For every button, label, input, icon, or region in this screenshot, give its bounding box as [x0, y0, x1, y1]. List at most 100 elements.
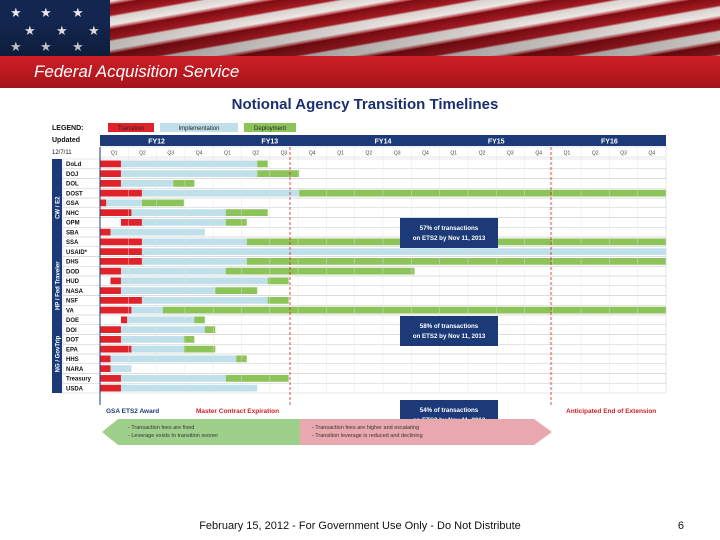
timeline-segment — [127, 316, 195, 324]
agency-label: Treasury — [66, 377, 92, 383]
timeline-segment — [100, 355, 111, 363]
expiration-label: Master Contract Expiration — [196, 408, 279, 415]
star-icon: ★ — [72, 40, 84, 53]
anticipated-end-label: Anticipated End of Extension — [566, 408, 656, 415]
callout-line1: 58% of transactions — [420, 323, 479, 330]
updated-label: Updated — [52, 137, 80, 144]
timeline-segment — [141, 258, 247, 265]
star-icon: ★ — [56, 24, 68, 37]
timeline-segment — [141, 238, 247, 246]
legend-swatch — [108, 123, 154, 132]
timeline-segment — [100, 326, 121, 333]
quarter-label: Q2 — [252, 151, 259, 157]
group-band — [52, 159, 62, 257]
timeline-segment — [141, 199, 184, 207]
timeline-segment — [257, 160, 268, 168]
timeline-segment — [100, 180, 121, 187]
timeline-segment — [120, 316, 128, 324]
agency-label: DoLd — [66, 162, 82, 168]
agency-label: USDA — [66, 386, 84, 392]
timeline-segment — [131, 345, 184, 353]
quarter-label: Q4 — [535, 151, 542, 157]
star-icon: ★ — [10, 40, 22, 53]
timeline-segment — [120, 267, 226, 275]
timeline-segment — [141, 219, 226, 226]
agency-label: NSF — [66, 299, 78, 305]
timeline-segment — [110, 365, 132, 372]
star-icon: ★ — [40, 6, 52, 19]
timeline-segment — [225, 219, 247, 226]
timeline-segment — [162, 306, 666, 314]
timeline-segment — [100, 248, 142, 255]
agency-label: DOJ — [66, 172, 78, 178]
timeline-segment — [100, 209, 132, 216]
agency-label: DHS — [66, 260, 79, 266]
group-label: NG / GovTrip — [56, 335, 62, 372]
agency-label: DOL — [66, 182, 79, 188]
timeline-segment — [100, 199, 107, 207]
timeline-segment — [173, 180, 195, 187]
group-label: HP / Fed Traveler — [56, 261, 62, 310]
updated-date: 12/7/11 — [52, 150, 72, 156]
timeline-segment — [100, 287, 121, 294]
slide-title: Notional Agency Transition Timelines — [231, 96, 499, 113]
fiscal-year-label: FY15 — [488, 139, 505, 146]
quarter-label: Q3 — [507, 151, 514, 157]
star-icon: ★ — [40, 40, 52, 53]
agency-label: DOST — [66, 191, 83, 197]
timeline-segment — [267, 277, 289, 285]
agency-label: DOI — [66, 328, 77, 334]
timeline-segment — [100, 267, 121, 275]
quarter-label: Q2 — [366, 151, 373, 157]
agency-label: USAID* — [66, 250, 88, 256]
timeline-segment — [120, 219, 142, 226]
timeline-segment — [100, 170, 121, 177]
quarter-label: Q2 — [139, 151, 146, 157]
quarter-label: Q4 — [196, 151, 203, 157]
agency-label: NASA — [66, 289, 84, 295]
flag-canton: ★ ★ ★ ★ ★ ★ ★ ★ ★ — [0, 0, 110, 56]
arrow-note-right: - Transition leverage is reduced and dec… — [312, 433, 423, 439]
timeline-segment — [110, 355, 237, 363]
timeline-segment — [100, 297, 142, 304]
quarter-label: Q1 — [564, 151, 571, 157]
footer-text: February 15, 2012 - For Government Use O… — [199, 520, 521, 532]
fiscal-year-label: FY14 — [375, 139, 392, 146]
quarter-label: Q4 — [309, 151, 316, 157]
agency-label: HUD — [66, 279, 80, 285]
timeline-segment — [141, 297, 268, 304]
callout-line2: on ETS2 by Nov 11, 2013 — [413, 235, 486, 242]
flag-banner: ★ ★ ★ ★ ★ ★ ★ ★ ★ — [0, 0, 720, 56]
arrow-right — [300, 419, 552, 445]
page-number: 6 — [677, 520, 684, 532]
fiscal-year-label: FY12 — [148, 139, 165, 146]
star-icon: ★ — [10, 6, 22, 19]
timeline-segment — [100, 306, 132, 314]
timeline-segment — [100, 160, 121, 168]
agency-label: SSA — [66, 240, 79, 246]
star-icon: ★ — [24, 24, 36, 37]
timeline-segment — [183, 336, 195, 343]
timeline-segment — [120, 180, 174, 187]
agency-label: HHS — [66, 357, 79, 363]
timeline-segment — [120, 336, 184, 343]
timeline-segment — [183, 345, 216, 353]
legend-swatch — [244, 123, 296, 132]
timeline-segment — [120, 170, 258, 177]
quarter-label: Q3 — [394, 151, 401, 157]
timeline-segment — [120, 287, 216, 294]
table-row — [62, 363, 667, 374]
agency-label: DOE — [66, 318, 79, 324]
timeline-segment — [225, 267, 415, 275]
timeline-segment — [100, 238, 142, 246]
timeline-segment — [257, 170, 300, 177]
quarter-label: Q1 — [450, 151, 457, 157]
timeline-segment — [100, 258, 142, 265]
timeline-segment — [267, 297, 289, 304]
timeline-segment — [120, 384, 258, 392]
timeline-segment — [194, 316, 205, 324]
agency-label: SBA — [66, 230, 79, 236]
timeline-segment — [204, 326, 216, 333]
timeline-segment — [100, 228, 111, 236]
timeline-segment — [100, 365, 111, 372]
